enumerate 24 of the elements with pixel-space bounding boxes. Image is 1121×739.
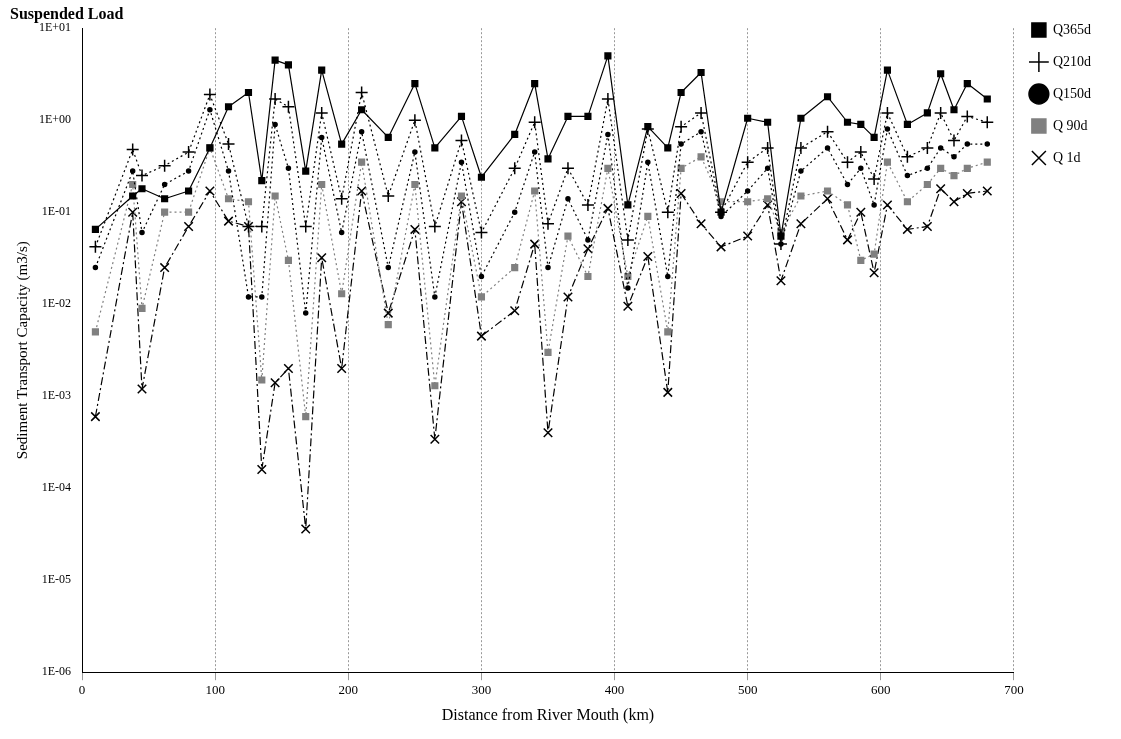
x-tick-label: 700: [1004, 682, 1024, 698]
y-tick-label: 1E-02: [41, 296, 72, 311]
x-tick-label: 600: [871, 682, 891, 698]
y-tick-label: 1E-04: [41, 480, 72, 495]
x-tick-label: 300: [471, 682, 492, 698]
y-tick-label: 1E+00: [38, 112, 72, 127]
legend-label: Q210d: [1052, 53, 1092, 69]
x-tick-label: 0: [78, 682, 86, 698]
y-axis-title: Sediment Transport Capacity (m3/s): [13, 241, 31, 460]
legend-label: Q365d: [1052, 21, 1092, 37]
x-tick-label: 500: [737, 682, 758, 698]
x-tick-label: 100: [205, 682, 225, 698]
x-tick-label: 400: [604, 682, 625, 698]
legend-label: Q150d: [1052, 85, 1092, 101]
legend-label: Q 1d: [1052, 149, 1081, 165]
legend-label: Q 90d: [1052, 117, 1088, 133]
y-tick-label: 1E-06: [41, 664, 72, 679]
y-tick-label: 1E-03: [41, 388, 72, 403]
y-tick-label: 1E-01: [41, 204, 72, 219]
y-tick-label: 1E+01: [38, 20, 72, 35]
x-tick-label: 200: [338, 682, 359, 698]
x-axis-title: Distance from River Mouth (km): [441, 705, 655, 724]
chart-title: Suspended Load: [10, 4, 124, 23]
y-tick-label: 1E-05: [41, 572, 72, 587]
